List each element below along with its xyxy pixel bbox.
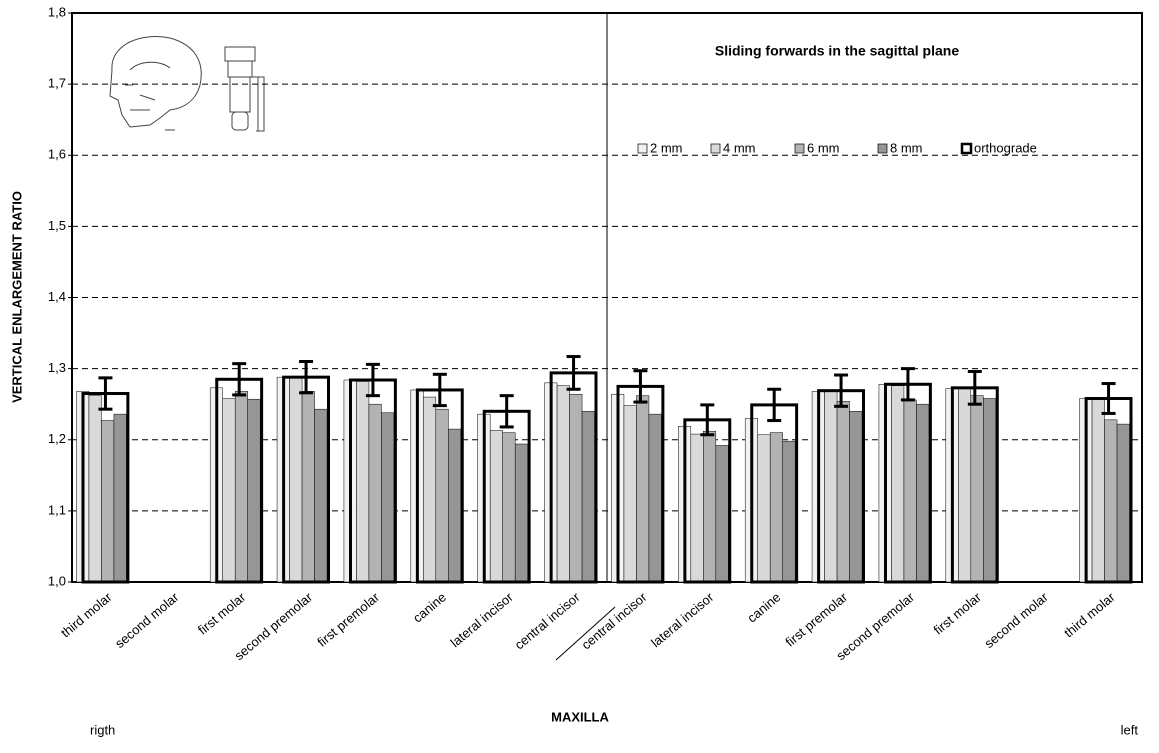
- x-tick-label: third molar: [1061, 589, 1118, 640]
- bar: [1104, 419, 1118, 583]
- x-tick-label: canine: [744, 589, 783, 625]
- bar: [1116, 423, 1130, 583]
- bar: [648, 413, 662, 583]
- bar: [556, 385, 570, 583]
- y-tick-label: 1,0: [48, 573, 66, 588]
- bar: [247, 398, 261, 583]
- x-tick-label: second molar: [112, 589, 182, 651]
- legend-label: 8 mm: [890, 140, 923, 155]
- y-tick-label: 1,4: [48, 289, 66, 304]
- error-bar: [98, 376, 113, 411]
- bar: [903, 399, 917, 583]
- x-tick-label: lateral incisor: [648, 589, 717, 650]
- x-tick-label: central incisor: [578, 589, 650, 652]
- bar: [916, 403, 930, 583]
- bar: [1091, 398, 1105, 583]
- bar: [301, 391, 315, 583]
- error-bar: [834, 373, 849, 408]
- bar: [757, 434, 771, 583]
- error-bar: [967, 369, 982, 406]
- bar: [448, 428, 462, 583]
- legend-label: 2 mm: [650, 140, 683, 155]
- bar: [891, 385, 905, 583]
- bar: [489, 430, 503, 583]
- bar: [970, 395, 984, 583]
- error-bar: [1101, 382, 1116, 415]
- legend-swatch: [637, 143, 648, 154]
- error-bar: [633, 369, 648, 404]
- y-tick-label: 1,7: [48, 76, 66, 91]
- x-tick-label: second molar: [981, 589, 1051, 651]
- y-tick-label: 1,1: [48, 502, 66, 517]
- bar: [983, 398, 997, 583]
- bar: [423, 396, 437, 583]
- bar: [782, 440, 796, 583]
- bar: [703, 430, 717, 583]
- error-bar: [566, 355, 581, 391]
- error-bar: [432, 372, 447, 408]
- x-tick-label: lateral incisor: [448, 589, 517, 650]
- bar: [849, 411, 863, 583]
- bar: [289, 377, 303, 583]
- error-bar: [299, 360, 314, 395]
- y-tick-label: 1,5: [48, 218, 66, 233]
- plot-frame: [71, 12, 1143, 583]
- error-bar: [900, 367, 915, 402]
- bar: [824, 391, 838, 583]
- bar: [435, 408, 449, 583]
- bar: [623, 405, 637, 583]
- bar: [958, 388, 972, 583]
- y-tick-label: 1,8: [48, 4, 66, 19]
- legend-swatch: [710, 143, 721, 154]
- error-bar: [767, 387, 782, 423]
- legend-swatch: [877, 143, 888, 154]
- bar: [502, 432, 516, 583]
- bar: [690, 433, 704, 583]
- y-tick-label: 1,2: [48, 431, 66, 446]
- bar: [314, 408, 328, 583]
- legend-label: 4 mm: [723, 140, 756, 155]
- bar: [769, 432, 783, 583]
- bar: [581, 411, 595, 583]
- error-bar: [365, 362, 380, 398]
- annotation: rigth: [90, 722, 115, 737]
- bar: [514, 443, 528, 583]
- annotation: left: [1121, 722, 1139, 737]
- chart-title: Sliding forwards in the sagittal plane: [715, 43, 959, 59]
- bar: [234, 391, 248, 583]
- legend-swatch: [960, 142, 973, 155]
- bar: [569, 393, 583, 583]
- legend-label: orthograde: [974, 140, 1037, 155]
- x-tick-label: first molar: [931, 589, 985, 638]
- error-bar: [232, 362, 247, 397]
- bar: [368, 403, 382, 583]
- x-tick-label: first premolar: [314, 589, 382, 650]
- error-bar: [700, 403, 715, 437]
- x-tick-label: central incisor: [512, 589, 584, 652]
- bar: [101, 420, 115, 583]
- legend-label: 6 mm: [807, 140, 840, 155]
- bar: [113, 413, 127, 583]
- divider-slash: [555, 606, 616, 661]
- legend-swatch: [794, 143, 805, 154]
- skull-icon: [109, 36, 265, 132]
- bar: [88, 395, 102, 583]
- y-tick-label: 1,6: [48, 147, 66, 162]
- error-bar: [499, 394, 514, 429]
- bar: [356, 381, 370, 583]
- x-tick-label: third molar: [58, 589, 115, 640]
- y-axis-title: VERTICAL ENLARGEMENT RATIO: [9, 191, 24, 403]
- x-axis-title: MAXILLA: [551, 709, 609, 724]
- x-tick-label: first molar: [195, 589, 249, 638]
- x-tick-label: canine: [410, 589, 449, 625]
- bar: [836, 401, 850, 583]
- bar: [222, 398, 236, 583]
- x-tick-label: first premolar: [782, 589, 850, 650]
- bar: [381, 412, 395, 583]
- bar: [636, 395, 650, 583]
- y-tick-label: 1,3: [48, 360, 66, 375]
- bar: [715, 445, 729, 583]
